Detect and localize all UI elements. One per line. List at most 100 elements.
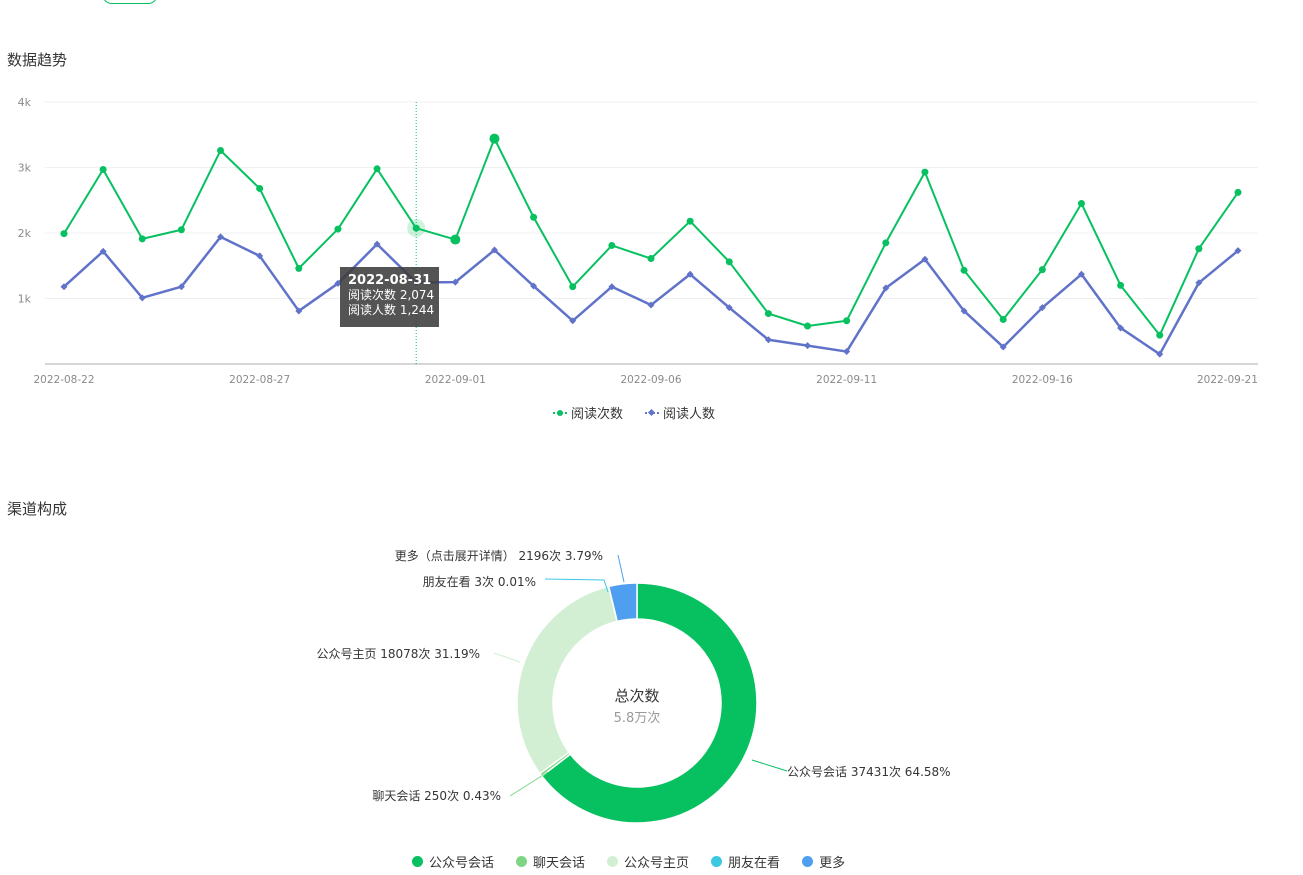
data-point	[1117, 324, 1125, 332]
y-tick-label: 1k	[18, 293, 32, 306]
data-point	[1038, 304, 1046, 312]
pie-slice-label-4: 更多（点击展开详情） 2196次 3.79%	[395, 548, 603, 563]
data-point	[647, 301, 655, 309]
tooltip-date: 2022-08-31	[348, 273, 432, 288]
data-point	[725, 304, 733, 312]
data-point	[647, 255, 655, 263]
data-point	[334, 279, 342, 287]
data-point	[60, 230, 68, 238]
data-point	[921, 255, 929, 263]
y-tick-label: 3k	[18, 162, 32, 175]
pie-legend-item-3[interactable]: 朋友在看	[711, 852, 780, 871]
pie-slice-2	[516, 585, 619, 775]
series-line-1	[63, 235, 1239, 356]
data-point	[99, 165, 107, 173]
y-tick-label: 2k	[18, 227, 32, 240]
pie-legend-label-1: 聊天会话	[533, 856, 586, 871]
pie-legend-swatch-3	[711, 856, 723, 867]
x-tick-label: 2022-08-27	[229, 374, 290, 386]
pie-legend-label-2: 公众号主页	[624, 856, 690, 871]
pie-leader-line-0	[751, 759, 788, 772]
data-point	[217, 146, 225, 154]
legend-label-readers: 阅读人数	[663, 407, 716, 422]
pie-center-title: 总次数	[614, 687, 659, 705]
data-point	[295, 264, 303, 272]
data-point	[882, 239, 890, 247]
pie-legend-item-2[interactable]: 公众号主页	[607, 852, 689, 871]
data-point	[373, 240, 381, 248]
data-point	[686, 217, 694, 225]
data-point	[1156, 350, 1164, 358]
pie-legend-swatch-1	[516, 856, 528, 867]
pie-leader-line-4	[617, 554, 625, 583]
pie-legend-swatch-0	[412, 856, 423, 867]
trend-section-title: 数据趋势	[7, 51, 68, 69]
data-point	[1077, 270, 1085, 278]
data-point	[530, 282, 538, 290]
data-point	[608, 283, 616, 291]
data-point	[530, 213, 538, 221]
x-tick-label: 2022-09-11	[816, 374, 877, 386]
pie-legend-item-1[interactable]: 聊天会话	[516, 852, 585, 871]
data-point	[725, 258, 733, 266]
data-point	[1234, 247, 1242, 255]
data-point	[412, 224, 420, 232]
data-point	[804, 342, 812, 350]
legend-marker-readers	[645, 408, 660, 418]
pie-legend-swatch-2	[607, 856, 619, 867]
data-point	[489, 133, 500, 144]
legend-item-reads[interactable]: 阅读次数	[553, 403, 623, 422]
data-point	[451, 278, 459, 286]
pie-center-value: 5.8万次	[614, 710, 661, 726]
legend-label-reads: 阅读次数	[571, 407, 624, 422]
data-point	[99, 247, 107, 255]
data-point	[138, 235, 146, 243]
data-point	[764, 336, 772, 344]
pie-legend-item-0[interactable]: 公众号会话	[412, 852, 494, 871]
pie-legend-item-4[interactable]: 更多	[802, 852, 845, 871]
pie-slice-label-1: 聊天会话 250次 0.43%	[372, 789, 501, 803]
trend-chart[interactable]: 1k 2k 3k 4k 2022-08-22 2022-08-27 2022-09-01 20…	[0, 0, 1303, 400]
chart-tooltip: 2022-08-31 阅读次数 2,074 阅读人数 1,244	[340, 267, 439, 327]
data-point	[490, 246, 498, 254]
channel-section-title: 渠道构成	[7, 500, 68, 518]
data-point	[882, 284, 890, 292]
data-point	[177, 226, 185, 234]
data-point	[373, 165, 381, 173]
data-point	[334, 225, 342, 233]
data-point	[217, 233, 225, 241]
tooltip-line-2: 阅读人数 1,244	[348, 303, 435, 317]
y-tick-label: 4k	[18, 96, 32, 109]
data-point	[999, 315, 1007, 323]
pie-leader-line-2	[493, 652, 521, 663]
data-point	[1156, 331, 1164, 339]
data-point	[1195, 245, 1203, 253]
data-point	[686, 270, 694, 278]
data-point	[1195, 279, 1203, 287]
data-point	[921, 168, 929, 176]
pie-slice-label-0: 公众号会话 37431次 64.58%	[787, 765, 951, 779]
tooltip-line-1: 阅读次数 2,074	[348, 288, 435, 302]
data-point	[60, 283, 68, 291]
pie-slice-label-3: 朋友在看 3次 0.01%	[423, 575, 536, 589]
data-point	[804, 322, 812, 330]
data-point	[177, 283, 185, 291]
pie-slice-4	[607, 582, 638, 623]
data-point	[608, 241, 616, 249]
data-point	[960, 307, 968, 315]
data-point	[256, 184, 264, 192]
data-point	[138, 294, 146, 302]
data-point	[843, 317, 851, 325]
data-point	[569, 317, 577, 325]
data-point	[256, 252, 264, 260]
pie-leader-line-1	[509, 771, 549, 797]
x-tick-label: 2022-08-22	[33, 374, 94, 386]
pie-legend-swatch-4	[802, 856, 814, 867]
pie-chart[interactable]: 公众号会话 37431次 64.58% 聊天会话 250次 0.43% 公众号主页 …	[0, 520, 1303, 860]
data-point	[450, 234, 461, 245]
x-tick-label: 2022-09-16	[1012, 374, 1073, 386]
data-point	[295, 307, 303, 315]
legend-item-readers[interactable]: 阅读人数	[645, 403, 715, 422]
x-tick-label: 2022-09-01	[425, 374, 486, 386]
data-point	[1117, 281, 1125, 289]
